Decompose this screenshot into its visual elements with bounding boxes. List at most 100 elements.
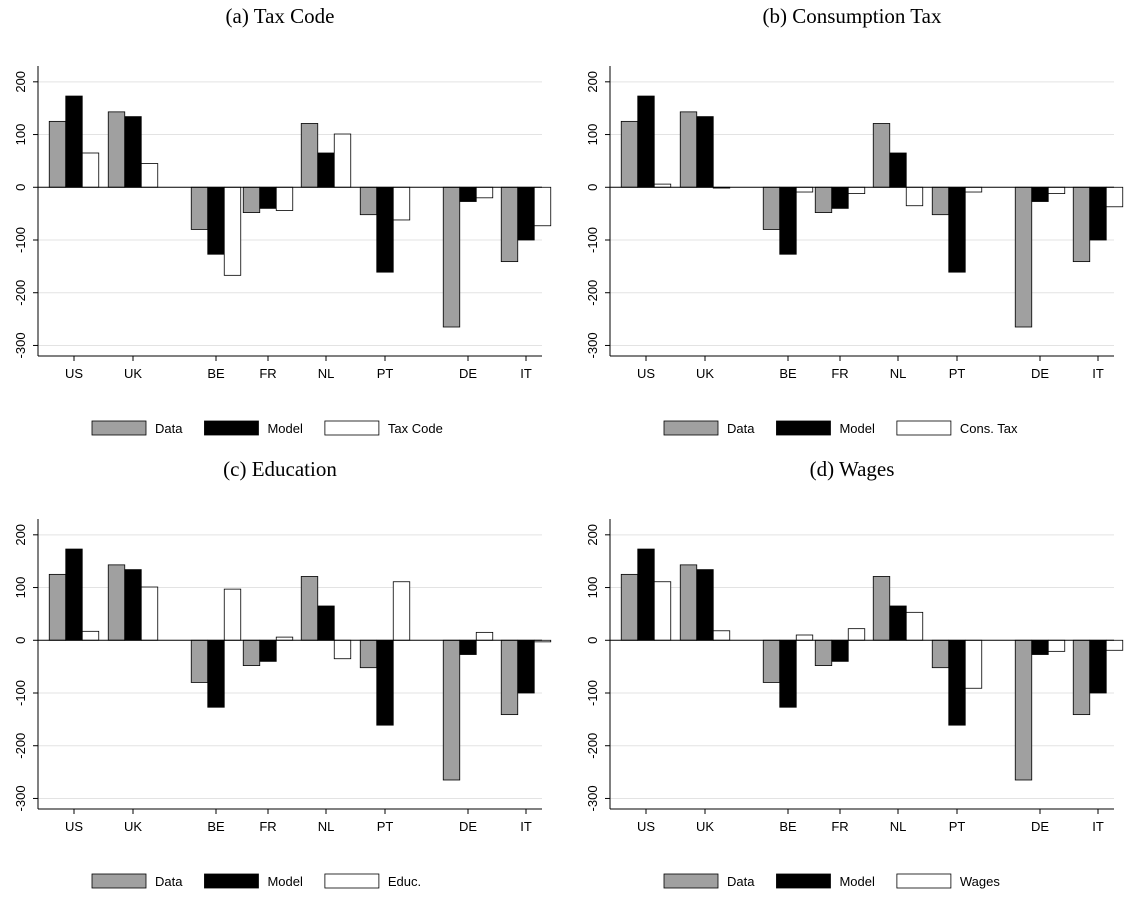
bar-data-nl bbox=[872, 576, 891, 641]
bar-model-de bbox=[459, 186, 477, 202]
y-tick-label: 0 bbox=[13, 184, 28, 191]
legend-swatch bbox=[663, 873, 719, 889]
chart-plot-area: 200 100 0 -100 -200 -300 US UK BE FR NL PT DE IT Data M… bbox=[585, 66, 1124, 436]
bar-model-uk bbox=[124, 116, 142, 188]
bar-data-uk bbox=[679, 564, 698, 641]
bar-data-us bbox=[48, 573, 67, 641]
legend-swatch bbox=[204, 873, 259, 889]
chart-title: (d) Wages bbox=[809, 457, 895, 481]
bar-model-it bbox=[1089, 639, 1107, 694]
bar-model-uk bbox=[124, 569, 142, 641]
bar-cons-tax-fr bbox=[847, 186, 866, 194]
legend-label: Wages bbox=[960, 874, 1000, 889]
bar-wages-it bbox=[1105, 639, 1124, 651]
bar-model-be bbox=[207, 186, 225, 255]
bar-wages-uk bbox=[712, 630, 731, 641]
y-tick-label: 0 bbox=[585, 184, 600, 191]
bar-educ--us bbox=[81, 630, 100, 641]
y-tick-label: -200 bbox=[585, 733, 600, 759]
x-tick-label: US bbox=[65, 366, 83, 381]
bar-model-it bbox=[517, 639, 535, 694]
bar-model-be bbox=[779, 639, 797, 708]
bar-educ--uk bbox=[140, 586, 159, 641]
y-tick-label: 200 bbox=[13, 71, 28, 93]
y-tick-label: 200 bbox=[585, 524, 600, 546]
bar-model-us bbox=[637, 95, 655, 188]
bar-model-it bbox=[1089, 186, 1107, 241]
y-tick-label: -200 bbox=[13, 280, 28, 306]
bar-tax-code-pt bbox=[392, 186, 411, 221]
bar-data-de bbox=[1014, 186, 1033, 328]
y-tick-label: -300 bbox=[13, 785, 28, 811]
x-tick-label: NL bbox=[890, 366, 907, 381]
bar-model-us bbox=[65, 548, 83, 641]
y-tick-label: 100 bbox=[585, 577, 600, 599]
bar-data-nl bbox=[872, 123, 891, 188]
bar-wages-fr bbox=[847, 628, 866, 641]
legend-swatch bbox=[663, 420, 719, 436]
legend-label: Educ. bbox=[388, 874, 421, 889]
bar-tax-code-be bbox=[223, 186, 242, 276]
bar-cons-tax-it bbox=[1105, 186, 1124, 208]
bar-tax-code-us bbox=[81, 152, 100, 188]
bar-data-de bbox=[442, 639, 461, 781]
legend-swatch bbox=[204, 420, 259, 436]
x-tick-label: US bbox=[637, 819, 655, 834]
bar-model-us bbox=[65, 95, 83, 188]
x-tick-label: BE bbox=[779, 819, 797, 834]
bar-data-pt bbox=[359, 186, 378, 216]
bar-model-nl bbox=[889, 152, 907, 188]
bar-data-fr bbox=[814, 639, 833, 666]
bar-model-us bbox=[637, 548, 655, 641]
x-tick-label: FR bbox=[259, 366, 276, 381]
legend-swatch bbox=[776, 420, 831, 436]
bar-data-nl bbox=[300, 576, 319, 641]
bar-model-be bbox=[207, 639, 225, 708]
x-tick-label: DE bbox=[1031, 819, 1049, 834]
chart-title: (c) Education bbox=[223, 457, 337, 481]
bar-model-uk bbox=[696, 569, 714, 641]
bar-data-pt bbox=[931, 186, 950, 216]
x-tick-label: BE bbox=[207, 819, 225, 834]
bar-model-nl bbox=[317, 152, 335, 188]
x-tick-label: DE bbox=[1031, 366, 1049, 381]
y-tick-label: -300 bbox=[585, 332, 600, 358]
y-tick-label: 100 bbox=[13, 124, 28, 146]
bar-model-uk bbox=[696, 116, 714, 188]
legend-label: Model bbox=[267, 874, 303, 889]
x-tick-label: DE bbox=[459, 819, 477, 834]
legend-swatch bbox=[896, 873, 952, 889]
bar-data-it bbox=[500, 639, 519, 716]
y-tick-label: -300 bbox=[585, 785, 600, 811]
y-tick-label: -100 bbox=[585, 227, 600, 253]
bar-model-pt bbox=[376, 186, 394, 273]
bar-model-be bbox=[779, 186, 797, 255]
legend-label: Model bbox=[839, 421, 875, 436]
bar-model-nl bbox=[889, 605, 907, 641]
bar-model-fr bbox=[831, 639, 849, 662]
bar-model-de bbox=[459, 639, 477, 655]
bar-model-fr bbox=[259, 639, 277, 662]
bar-data-fr bbox=[242, 186, 261, 213]
legend-swatch bbox=[896, 420, 952, 436]
bar-model-pt bbox=[948, 639, 966, 726]
bar-data-be bbox=[762, 186, 781, 230]
y-tick-label: -200 bbox=[13, 733, 28, 759]
bar-data-be bbox=[190, 639, 209, 683]
legend-label: Data bbox=[727, 874, 755, 889]
bar-model-de bbox=[1031, 639, 1049, 655]
bar-educ--de bbox=[475, 631, 494, 641]
x-tick-label: DE bbox=[459, 366, 477, 381]
y-tick-label: -100 bbox=[13, 227, 28, 253]
bar-educ--it bbox=[533, 639, 552, 643]
x-tick-label: IT bbox=[1092, 819, 1104, 834]
x-tick-label: IT bbox=[520, 819, 532, 834]
bar-model-it bbox=[517, 186, 535, 241]
bar-data-be bbox=[762, 639, 781, 683]
bar-wages-pt bbox=[964, 639, 983, 689]
legend-label: Model bbox=[839, 874, 875, 889]
x-tick-label: NL bbox=[890, 819, 907, 834]
chart-title: (b) Consumption Tax bbox=[762, 4, 942, 28]
x-tick-label: BE bbox=[779, 366, 797, 381]
y-tick-label: 0 bbox=[13, 637, 28, 644]
